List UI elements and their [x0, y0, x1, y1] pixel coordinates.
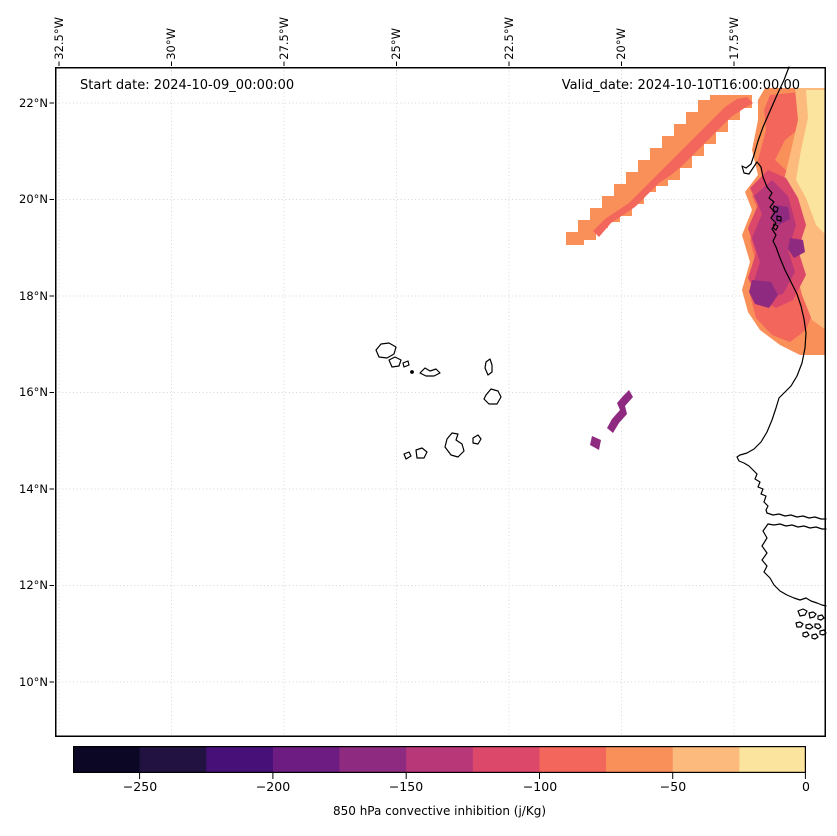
plot-border: [55, 67, 826, 737]
start-date-annotation: Start date: 2024-10-09_00:00:00: [80, 78, 295, 93]
colorbar-label: 850 hPa convective inhibition (j/Kg): [332, 804, 546, 818]
colorbar-swatch: [472, 746, 540, 773]
contour-coastal-purple-3: [749, 280, 778, 308]
banc-arguin-islet: [772, 205, 779, 213]
axis-tick-marks: [49, 61, 735, 683]
colorbar-tick-label: 0: [802, 779, 810, 794]
colorbar-border: [73, 746, 806, 773]
colorbar-swatch: [539, 746, 607, 773]
contour-coastal-purple-2: [788, 238, 805, 258]
lon-tick-label: 22.5°W: [502, 17, 516, 60]
lat-tick-label: 12°N: [19, 578, 48, 592]
bijagos-island: [808, 611, 817, 619]
lat-tick-label: 10°N: [19, 675, 48, 689]
colorbar: [73, 746, 806, 779]
gambia-river-south-bank: [767, 523, 827, 530]
coastline-sahara-senegal: [736, 66, 807, 514]
island-santa-luzia: [402, 360, 410, 368]
island-boa-vista: [483, 388, 502, 405]
coastline-casamance-bissau: [761, 523, 827, 607]
island-fogo: [415, 447, 428, 459]
colorbar-tick-label: −250: [122, 779, 158, 794]
colorbar-swatch: [339, 746, 407, 773]
bijagos-island: [817, 614, 825, 621]
colorbar-swatch: [73, 746, 141, 773]
lat-tick-label: 22°N: [19, 96, 48, 110]
island-santo-antao: [375, 342, 397, 359]
colorbar-swatch: [206, 746, 274, 773]
contour-pocket-a: [607, 390, 633, 433]
island-branco: [410, 370, 414, 374]
banc-arguin-islet: [772, 223, 779, 231]
colorbar-swatch: [272, 746, 341, 773]
lon-tick-label: 30°W: [164, 28, 178, 60]
bijagos-island: [811, 633, 819, 640]
colorbar-swatch: [606, 746, 674, 773]
lon-tick-label: 25°W: [389, 28, 403, 60]
lat-tick-label: 14°N: [19, 482, 48, 496]
island-sao-nicolau: [419, 367, 441, 377]
colorbar-tick-marks: [139, 773, 806, 779]
colorbar-tick-label: −150: [388, 779, 424, 794]
colorbar-swatch: [139, 746, 207, 773]
island-sao-vicente: [388, 356, 402, 368]
contour-pocket-b: [590, 436, 601, 450]
lat-tick-label: 20°N: [19, 192, 48, 206]
island-brava: [403, 451, 412, 460]
lat-tick-label: 18°N: [19, 289, 48, 303]
island-santiago: [444, 432, 465, 458]
colorbar-swatches: [73, 746, 806, 773]
lon-tick-label: 17.5°W: [727, 17, 741, 60]
graticule-gridlines: [55, 67, 826, 737]
africa-coastline: [736, 66, 827, 640]
banc-arguin-islet: [776, 215, 782, 222]
map-plot-area: [49, 61, 827, 737]
contour-coastal-cream: [796, 90, 826, 235]
colorbar-tick-label: −50: [659, 779, 687, 794]
colorbar-swatch: [406, 746, 474, 773]
bijagos-island: [795, 621, 804, 628]
island-maio: [472, 434, 482, 445]
bijagos-island: [802, 631, 810, 638]
lat-tick-label: 16°N: [19, 385, 48, 399]
colorbar-tick-label: −200: [255, 779, 291, 794]
cape-verde-islands: [375, 342, 502, 460]
lon-tick-label: 32.5°W: [52, 17, 66, 60]
island-sal: [484, 358, 493, 376]
colorbar-tick-label: −100: [522, 779, 558, 794]
bijagos-island: [814, 623, 822, 630]
bijagos-island: [797, 608, 808, 617]
bijagos-island: [805, 623, 814, 630]
lon-tick-label: 20°W: [614, 28, 628, 60]
valid-date-annotation: Valid_date: 2024-10-10T16:00:00.00: [561, 78, 800, 93]
colorbar-swatch: [672, 746, 740, 773]
cin-contour-fills: [566, 88, 826, 450]
gambia-river-north-bank: [766, 512, 827, 520]
colorbar-swatch: [739, 746, 806, 773]
lon-tick-label: 27.5°W: [277, 17, 291, 60]
contour-band-core: [593, 97, 753, 237]
